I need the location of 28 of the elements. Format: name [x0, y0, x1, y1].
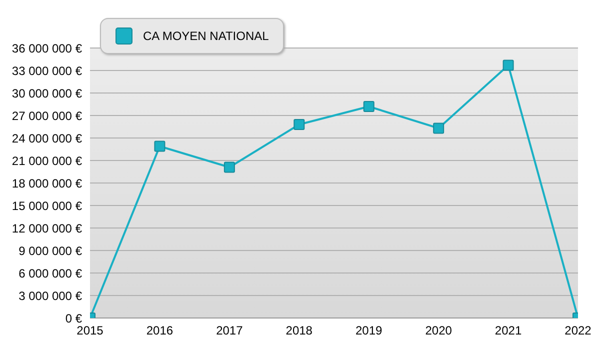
- x-tick-label: 2020: [425, 324, 452, 338]
- y-tick-label: 6 000 000 €: [18, 266, 82, 280]
- y-tick-label: 12 000 000 €: [12, 221, 82, 236]
- y-tick-label: 3 000 000 €: [18, 288, 82, 303]
- y-tick-label: 33 000 000 €: [12, 64, 82, 78]
- point: [363, 101, 374, 112]
- x-tick-label: 2019: [356, 324, 383, 338]
- x-tick-label: 2021: [494, 324, 522, 338]
- y-tick-label: 15 000 000 €: [12, 198, 82, 213]
- point: [154, 140, 166, 152]
- point: [224, 162, 235, 173]
- point: [433, 122, 444, 134]
- x-tick-label: 2016: [146, 324, 174, 338]
- x-tick-label: 2017: [216, 324, 244, 338]
- y-tick-label: 0 €: [65, 311, 82, 326]
- y-tick-label: 30 000 000 €: [12, 86, 82, 100]
- x-tick-label: 2015: [76, 324, 104, 338]
- y-tick-label: 21 000 000 €: [12, 154, 82, 168]
- x-tick-label: 2022: [564, 324, 592, 338]
- y-tick-label: 24 000 000 €: [12, 131, 82, 146]
- point: [502, 60, 514, 71]
- legend-label: CA MOYEN NATIONAL: [143, 29, 269, 43]
- x-tick-label: 2018: [286, 324, 313, 338]
- y-tick-label: 27 000 000 €: [12, 108, 82, 123]
- y-tick-label: 9 000 000 €: [18, 244, 82, 258]
- y-tick-label: 36 000 000 €: [12, 41, 82, 56]
- point: [294, 119, 305, 130]
- y-tick-label: 18 000 000 €: [12, 176, 82, 190]
